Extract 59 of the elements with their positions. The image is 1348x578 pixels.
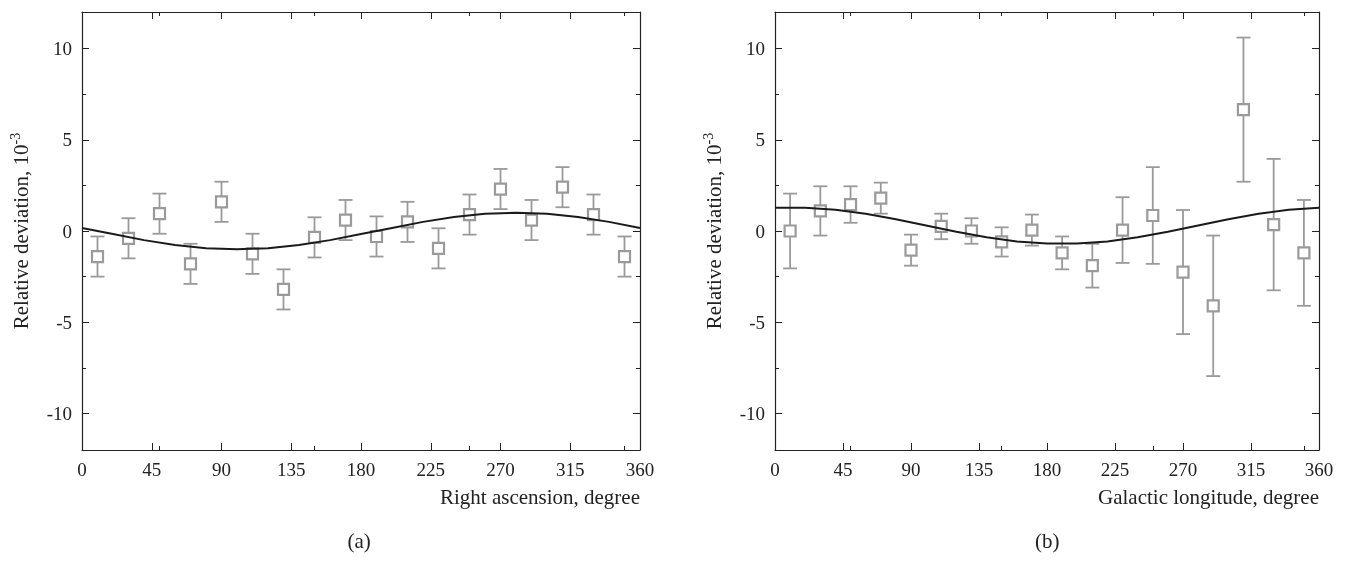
y-tick-label: -10	[46, 403, 72, 424]
point	[276, 282, 291, 296]
point	[183, 257, 198, 271]
point	[1267, 218, 1281, 232]
text: (a)	[347, 528, 371, 553]
y-tick-label: 5	[62, 129, 72, 151]
x-tick-label: 180	[1032, 459, 1062, 480]
point	[555, 180, 570, 194]
x-tick-label: 180	[346, 459, 376, 480]
point	[904, 243, 918, 257]
y-tick-label: 10	[746, 38, 765, 59]
x-tick-label: 90	[212, 459, 231, 480]
x-axis-title: Galactic longitude, degree	[1098, 484, 1319, 509]
y-axis-title: Relative deviation, 10-3	[7, 132, 33, 330]
x-tick-label: 225	[416, 459, 445, 480]
x-tick-label: 135	[277, 459, 306, 480]
x-tick-label: 45	[833, 459, 853, 480]
x-tick-label: 0	[770, 459, 780, 480]
point	[1055, 246, 1069, 260]
point	[1236, 103, 1251, 117]
y-tick-label: -10	[739, 403, 765, 424]
x-tick-label: 315	[1236, 459, 1266, 480]
point	[617, 249, 632, 264]
y-tick-label: 10	[53, 38, 72, 59]
y-tick-label: -5	[749, 311, 765, 333]
point	[338, 213, 353, 227]
point	[431, 241, 446, 255]
y-tick-label: 0	[62, 220, 72, 242]
point	[524, 213, 539, 227]
point	[783, 224, 797, 238]
point	[1146, 208, 1160, 223]
point	[1206, 299, 1220, 313]
x-tick-label: 315	[556, 459, 585, 480]
point	[874, 191, 888, 205]
y-axis-title: Relative deviation, 10-3	[700, 132, 726, 330]
x-tick-label: 270	[486, 459, 515, 480]
x-tick-label: 90	[901, 459, 921, 480]
y-tick-label: 5	[755, 129, 765, 151]
x-tick-label: 135	[964, 459, 994, 480]
x-tick-label: 270	[1168, 459, 1198, 480]
text: (b)	[1035, 528, 1060, 553]
point	[1176, 265, 1190, 279]
point	[1297, 246, 1311, 260]
x-tick-label: 0	[77, 459, 87, 480]
x-tick-label: 225	[1100, 459, 1130, 480]
x-tick-label: 45	[142, 459, 162, 480]
x-axis-title: Right ascension, degree	[439, 484, 640, 509]
point	[152, 207, 167, 221]
point	[1025, 223, 1039, 237]
y-tick-label: -5	[56, 311, 72, 333]
point	[493, 182, 508, 196]
x-tick-label: 360	[1304, 459, 1334, 480]
point	[1085, 259, 1099, 273]
point	[1115, 223, 1130, 237]
point	[214, 195, 229, 209]
point	[90, 249, 105, 264]
point	[843, 197, 858, 212]
x-tick-label: 360	[625, 459, 655, 480]
y-tick-label: 0	[755, 220, 765, 242]
